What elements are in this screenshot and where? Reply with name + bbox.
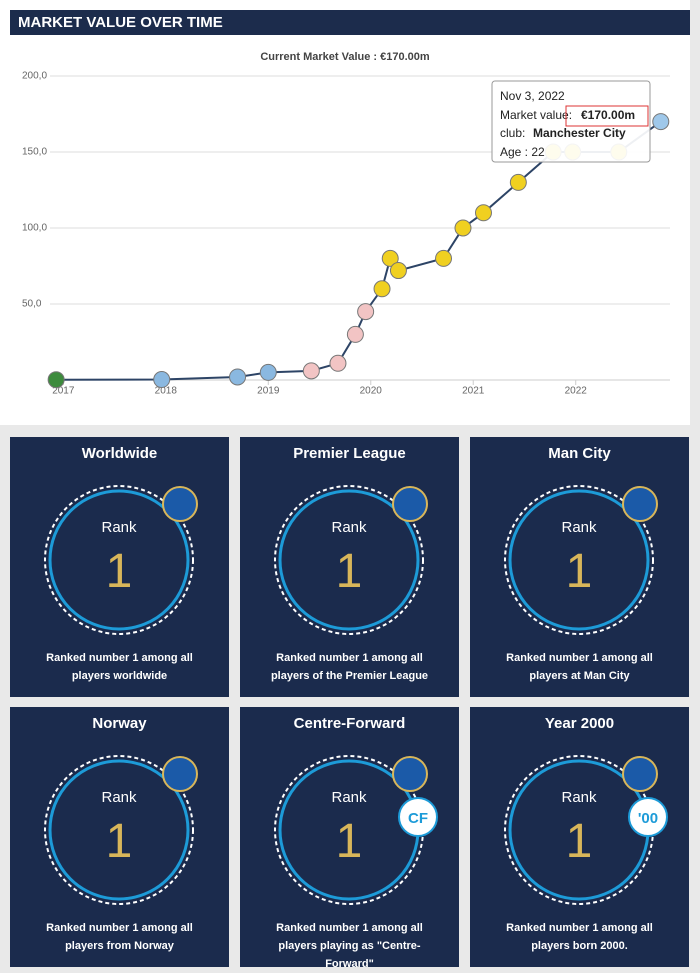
tooltip-text: Age : 22 bbox=[500, 145, 545, 159]
card-title: Premier League bbox=[293, 445, 406, 462]
x-tick-label: 2022 bbox=[565, 386, 588, 397]
club-marker bbox=[435, 249, 453, 267]
chart: Current Market Value : €170.00m 50,0 100,… bbox=[22, 51, 670, 397]
rank-label: Rank bbox=[101, 789, 137, 806]
chart-title: Current Market Value : €170.00m bbox=[260, 51, 430, 63]
rank-label: Rank bbox=[561, 789, 597, 806]
card-text: Ranked number 1 among all players worldw… bbox=[46, 652, 193, 682]
rank-graphic: Rank 1 bbox=[274, 485, 428, 635]
rank-graphic: Rank 1 bbox=[44, 755, 198, 905]
club-marker bbox=[373, 280, 391, 298]
rank-graphic: Rank 1 bbox=[44, 485, 198, 635]
tooltip-text: Manchester City bbox=[533, 126, 626, 140]
rank-number: 1 bbox=[566, 815, 593, 868]
tooltip-box bbox=[491, 80, 651, 163]
section-header: MARKET VALUE OVER TIME bbox=[10, 10, 690, 35]
badge-icon bbox=[622, 486, 658, 522]
club-marker bbox=[329, 354, 347, 372]
club-marker bbox=[153, 371, 171, 389]
x-tick-label: 2017 bbox=[52, 386, 75, 397]
x-tick-label: 2018 bbox=[155, 386, 178, 397]
tooltip-text: Nov 3, 2022 bbox=[500, 89, 565, 103]
rank-graphic: Rank 1 CF bbox=[274, 755, 438, 905]
rank-card: Centre-Forward Rank 1 CF Ranked number 1 amo… bbox=[240, 707, 459, 970]
y-tick-label: 150,0 bbox=[22, 147, 47, 158]
card-text: Ranked number 1 among all players from N… bbox=[46, 922, 193, 952]
badge-text: CF bbox=[408, 810, 428, 827]
tooltip-text: €170.00m bbox=[581, 108, 635, 122]
club-marker bbox=[357, 303, 375, 321]
rank-graphic: Rank 1 '00 bbox=[504, 755, 668, 905]
badge-text: '00 bbox=[638, 810, 658, 827]
ring-dashed bbox=[504, 485, 654, 635]
rank-card: Year 2000 Rank 1 '00 Ranked number 1 among a… bbox=[470, 707, 689, 967]
badge-icon bbox=[392, 756, 428, 792]
card-title: Year 2000 bbox=[544, 715, 615, 732]
rank-label: Rank bbox=[561, 519, 597, 536]
tooltip: Nov 3, 2022 Market value: €170.00m club: Man… bbox=[491, 80, 651, 163]
rank-number: 1 bbox=[106, 545, 133, 598]
card-text: Ranked number 1 among all players at Man… bbox=[506, 652, 653, 682]
y-tick-label: 200,0 bbox=[22, 71, 47, 82]
ring-dashed bbox=[44, 755, 194, 905]
rank-label: Rank bbox=[331, 519, 367, 536]
club-marker bbox=[509, 173, 527, 191]
badge bbox=[628, 797, 668, 837]
ring bbox=[278, 489, 420, 631]
card-title: Norway bbox=[92, 715, 147, 732]
badge bbox=[398, 797, 438, 837]
rank-card: Premier League Rank 1 Ranked number 1 among… bbox=[240, 437, 459, 697]
card-title: Man City bbox=[548, 445, 611, 462]
rank-card: Norway Rank 1 Ranked number 1 among all pla… bbox=[10, 707, 229, 967]
x-tick-label: 2021 bbox=[462, 386, 485, 397]
y-tick-label: 100,0 bbox=[22, 223, 47, 234]
club-marker bbox=[454, 219, 472, 237]
club-marker bbox=[474, 204, 492, 222]
card-title: Worldwide bbox=[81, 445, 158, 462]
badge-icon bbox=[392, 486, 428, 522]
card-title: Centre-Forward bbox=[293, 715, 406, 732]
ring-dashed bbox=[44, 485, 194, 635]
badge-icon bbox=[622, 756, 658, 792]
club-marker bbox=[259, 363, 277, 381]
y-tick-label: 50,0 bbox=[22, 299, 42, 310]
rank-number: 1 bbox=[566, 545, 593, 598]
club-marker bbox=[229, 368, 247, 386]
tooltip-text: Market value: bbox=[500, 108, 572, 122]
x-tick-label: 2019 bbox=[257, 386, 280, 397]
club-marker bbox=[302, 362, 320, 380]
rank-graphic: Rank 1 bbox=[504, 485, 658, 635]
tooltip-text: club: bbox=[500, 126, 525, 140]
card-text: Ranked number 1 among all players playin… bbox=[276, 922, 423, 970]
club-marker bbox=[652, 113, 670, 131]
rank-card: Man City Rank 1 Ranked number 1 among all p… bbox=[470, 437, 689, 697]
club-marker bbox=[346, 325, 364, 343]
rank-number: 1 bbox=[336, 815, 363, 868]
rank-label: Rank bbox=[331, 789, 367, 806]
ring bbox=[508, 489, 650, 631]
club-marker bbox=[381, 249, 399, 267]
rank-label: Rank bbox=[101, 519, 137, 536]
badge-icon bbox=[162, 756, 198, 792]
chart-panel bbox=[0, 0, 690, 425]
ring bbox=[48, 489, 190, 631]
ring-dashed bbox=[274, 485, 424, 635]
card-text: Ranked number 1 among all players born 2… bbox=[506, 922, 653, 952]
rank-card: Worldwide Rank 1 Ranked number 1 among all … bbox=[10, 437, 229, 697]
club-marker bbox=[389, 262, 407, 280]
card-text: Ranked number 1 among all players of the… bbox=[270, 652, 429, 682]
tooltip-highlight bbox=[565, 105, 649, 127]
club-marker bbox=[47, 371, 65, 389]
rank-number: 1 bbox=[106, 815, 133, 868]
badge-icon bbox=[162, 486, 198, 522]
rank-number: 1 bbox=[336, 545, 363, 598]
x-tick-label: 2020 bbox=[360, 386, 383, 397]
ring bbox=[48, 759, 190, 901]
